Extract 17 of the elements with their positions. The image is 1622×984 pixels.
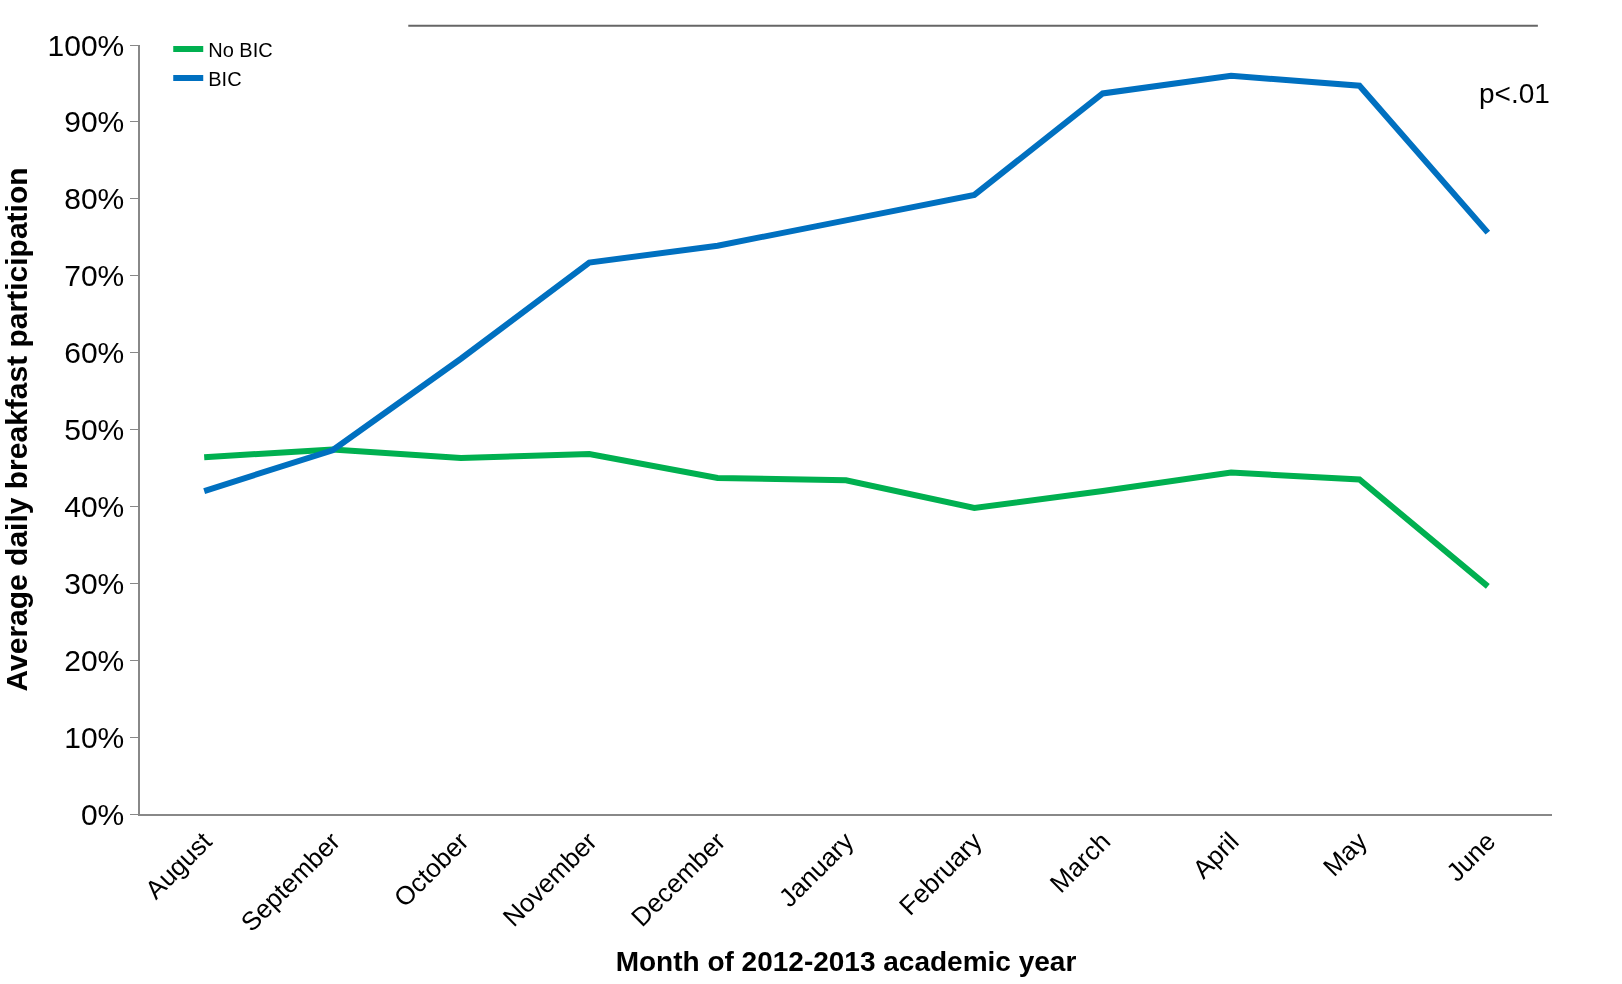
- y-tick-label: 20%: [64, 643, 125, 677]
- y-tick-label: 80%: [64, 182, 125, 216]
- y-tick-label: 10%: [64, 720, 125, 754]
- y-tick-label: 90%: [64, 105, 125, 139]
- x-tick-label: May: [1316, 826, 1373, 883]
- annotation: p<.01: [1479, 78, 1550, 109]
- x-axis-title: Month of 2012-2013 academic year: [615, 945, 1077, 977]
- y-tick-label: 40%: [64, 489, 125, 523]
- legend-label: No BIC: [208, 38, 273, 61]
- y-axis-title: Average daily breakfast participation: [0, 167, 33, 692]
- y-tick-label: 100%: [47, 28, 125, 62]
- y-tick-label: 60%: [64, 336, 125, 370]
- legend-label: BIC: [208, 67, 242, 90]
- y-tick-label: 30%: [64, 566, 125, 600]
- y-tick-label: 0%: [80, 797, 125, 831]
- y-tick-label: 70%: [64, 259, 125, 293]
- y-tick-label: 50%: [64, 413, 125, 446]
